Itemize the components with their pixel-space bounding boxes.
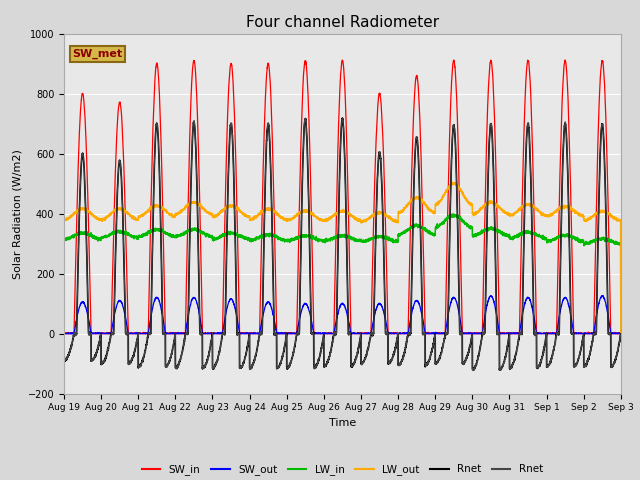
Line: Rnet: Rnet: [64, 119, 621, 370]
SW_out: [617, 331, 625, 336]
Rnet: [467, 337, 475, 343]
SW_out: [436, 331, 444, 336]
SW_out: [60, 330, 68, 336]
SW_in: [617, 331, 625, 336]
Rnet: [617, 332, 625, 337]
LW_in: [617, 331, 625, 337]
Rnet: [495, 367, 503, 373]
LW_out: [60, 217, 68, 223]
SW_in: [322, 330, 330, 336]
Rnet: [499, 363, 507, 369]
SW_out: [322, 330, 330, 336]
SW_out: [598, 293, 605, 299]
SW_in: [561, 57, 569, 63]
Rnet: [160, 332, 168, 337]
SW_out: [499, 331, 507, 336]
LW_out: [448, 180, 456, 185]
SW_in: [436, 331, 444, 336]
LW_in: [499, 230, 507, 236]
Rnet: [496, 367, 504, 373]
LW_out: [616, 218, 624, 224]
X-axis label: Time: Time: [329, 418, 356, 428]
Legend: SW_in, SW_out, LW_in, LW_out, Rnet, Rnet: SW_in, SW_out, LW_in, LW_out, Rnet, Rnet: [138, 460, 547, 479]
Title: Four channel Radiometer: Four channel Radiometer: [246, 15, 439, 30]
Line: Rnet: Rnet: [64, 118, 621, 370]
SW_in: [161, 273, 168, 279]
Line: LW_out: LW_out: [64, 182, 621, 334]
Rnet: [436, 353, 444, 359]
SW_in: [616, 331, 624, 336]
LW_in: [60, 236, 68, 241]
Rnet: [160, 331, 168, 336]
SW_out: [161, 323, 168, 328]
Rnet: [339, 116, 346, 121]
Rnet: [339, 115, 346, 121]
LW_out: [499, 207, 507, 213]
Y-axis label: Solar Radiation (W/m2): Solar Radiation (W/m2): [12, 149, 22, 278]
SW_out: [60, 331, 68, 336]
Line: LW_in: LW_in: [64, 214, 621, 334]
Rnet: [499, 363, 507, 369]
LW_in: [616, 241, 624, 247]
LW_in: [467, 224, 475, 229]
Rnet: [60, 358, 68, 363]
Rnet: [322, 363, 330, 369]
LW_in: [449, 211, 457, 217]
LW_out: [160, 206, 168, 212]
Rnet: [467, 338, 475, 344]
SW_in: [499, 330, 507, 336]
LW_out: [617, 331, 625, 337]
SW_out: [616, 331, 624, 336]
LW_in: [436, 221, 444, 227]
LW_out: [467, 202, 475, 207]
Rnet: [436, 353, 444, 359]
SW_in: [60, 331, 68, 336]
LW_out: [436, 199, 444, 204]
LW_in: [322, 238, 330, 244]
Rnet: [322, 363, 330, 369]
SW_out: [467, 331, 475, 336]
Rnet: [616, 333, 624, 339]
SW_in: [467, 331, 475, 336]
Rnet: [617, 332, 625, 337]
Line: SW_in: SW_in: [64, 60, 621, 334]
LW_out: [322, 218, 330, 224]
Rnet: [616, 333, 624, 338]
Line: SW_out: SW_out: [64, 296, 621, 334]
Text: SW_met: SW_met: [72, 49, 122, 59]
SW_in: [60, 330, 68, 336]
LW_in: [160, 229, 168, 235]
Rnet: [60, 358, 68, 363]
